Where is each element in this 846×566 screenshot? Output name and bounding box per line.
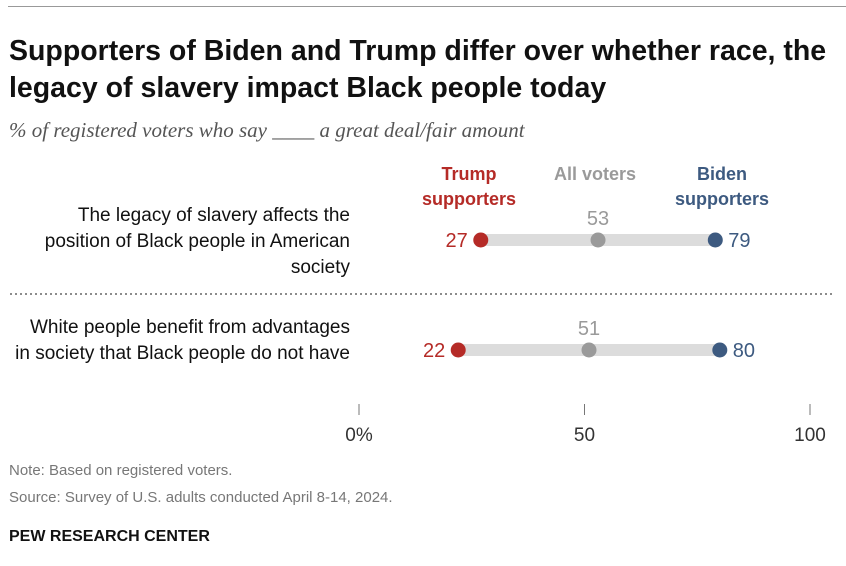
- axis-tick-label: 50: [574, 425, 595, 446]
- dot-biden: [707, 232, 723, 248]
- legend-all: All voters: [553, 164, 637, 184]
- source-text: Source: Survey of U.S. adults conducted …: [9, 489, 393, 506]
- chart-title: Supporters of Biden and Trump differ ove…: [9, 35, 827, 104]
- row-label-1: White people benefit from advantages in …: [15, 317, 350, 364]
- axis-tick-label: 0%: [345, 425, 373, 446]
- legend-biden: Biden supporters: [674, 164, 770, 209]
- dot-all: [590, 232, 606, 248]
- value-label-biden: 79: [728, 230, 750, 252]
- axis-tick-label: 100: [794, 425, 826, 446]
- dot-trump: [473, 232, 489, 248]
- brand-logo-text: PEW RESEARCH CENTER: [9, 528, 210, 545]
- value-label-biden: 80: [733, 340, 755, 362]
- value-label-trump: 27: [446, 230, 468, 252]
- value-label-trump: 22: [423, 340, 445, 362]
- dot-biden: [712, 342, 728, 358]
- value-label-all: 53: [587, 208, 609, 230]
- top-rule: [8, 6, 846, 7]
- dot-all: [581, 342, 597, 358]
- note-text: Note: Based on registered voters.: [9, 462, 233, 479]
- chart-subtitle: % of registered voters who say ____ a gr…: [9, 118, 525, 142]
- row-label-0: The legacy of slavery affects the positi…: [44, 205, 350, 278]
- value-label-all: 51: [578, 318, 600, 340]
- dot-trump: [450, 342, 466, 358]
- legend-trump: Trump supporters: [421, 164, 517, 209]
